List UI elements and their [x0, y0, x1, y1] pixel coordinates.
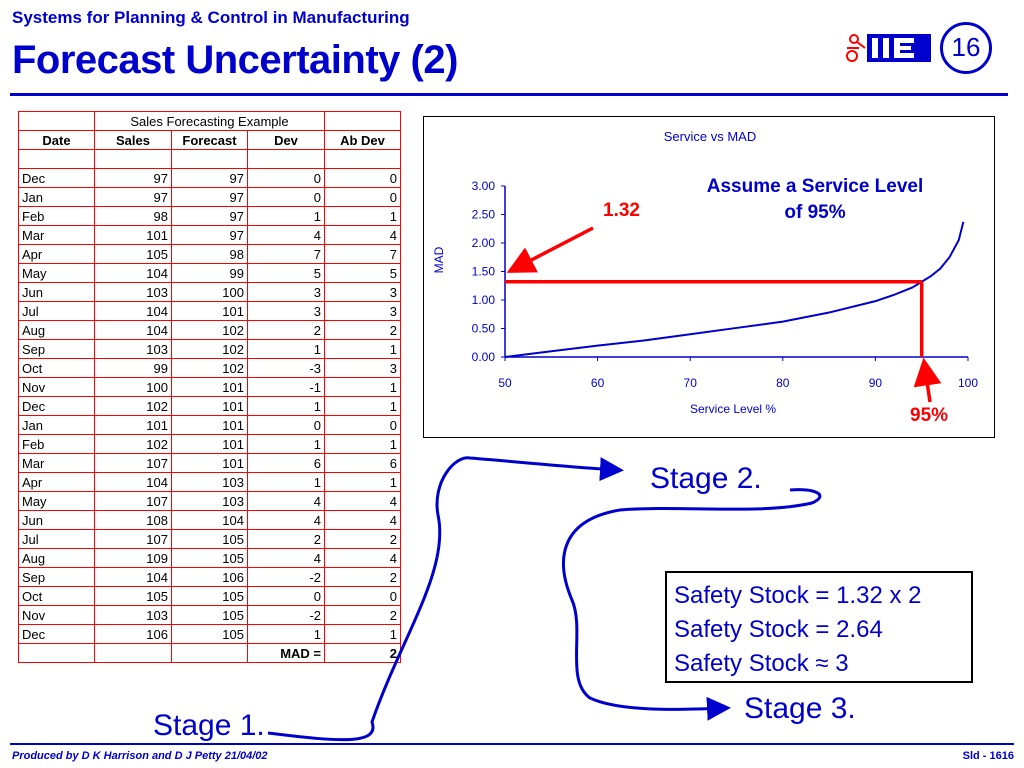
- value-cell: 103: [171, 491, 248, 511]
- footer-credit: Produced by D K Harrison and D J Petty 2…: [12, 750, 268, 762]
- x-tick-label: 100: [958, 376, 978, 390]
- date-cell: Feb: [18, 206, 95, 226]
- header-divider: [10, 93, 1008, 96]
- value-cell: 99: [171, 263, 248, 283]
- safety-stock-box: Safety Stock = 1.32 x 2 Safety Stock = 2…: [665, 571, 973, 683]
- sales-forecasting-table: Sales Forecasting Example Date Sales For…: [18, 111, 401, 663]
- x-tick-label: 80: [776, 376, 790, 390]
- deck-subtitle: Systems for Planning & Control in Manufa…: [12, 8, 410, 27]
- footer-slide-ref: Sld - 1616: [962, 750, 1014, 762]
- y-tick-label: 3.00: [472, 179, 496, 193]
- service-level-annotation: 95%: [910, 405, 949, 426]
- date-cell: Dec: [18, 396, 95, 416]
- safety-stock-line: Safety Stock = 2.64: [674, 616, 883, 643]
- value-cell: 104: [171, 510, 248, 530]
- value-cell: 105: [94, 586, 172, 606]
- iie-logo: [846, 34, 931, 62]
- chart-x-axis-label: Service Level %: [690, 402, 777, 416]
- page-title: Forecast Uncertainty (2): [12, 38, 458, 82]
- y-tick-label: 1.00: [472, 293, 496, 307]
- value-cell: 101: [94, 225, 172, 245]
- service-vs-mad-chart: Service vs MAD: [423, 116, 995, 438]
- date-cell: Oct: [18, 586, 95, 606]
- table-row: Apr 105 98 7 7: [18, 244, 401, 264]
- y-tick-label: 1.50: [472, 265, 496, 279]
- date-cell: Jun: [18, 282, 95, 302]
- value-cell: 102: [171, 339, 248, 359]
- table-row: Mar 101 97 4 4: [18, 225, 401, 245]
- safety-stock-line: Safety Stock ≈ 3: [674, 650, 849, 677]
- safety-stock-line: Safety Stock = 1.32 x 2: [674, 582, 922, 609]
- value-cell: 101: [171, 396, 248, 416]
- table-row: Dec 97 97 0 0: [18, 168, 401, 188]
- chart-title: Service vs MAD: [663, 129, 757, 144]
- y-tick-label: 0.00: [472, 350, 496, 364]
- table-row: May 104 99 5 5: [18, 263, 401, 283]
- assumption-note: Assume a Service Level of 95%: [706, 176, 924, 223]
- stage-3-label: Stage 3.: [744, 692, 856, 725]
- date-cell: May: [18, 491, 95, 511]
- value-cell: 104: [94, 320, 172, 340]
- service-pointer-arrow: [913, 357, 942, 403]
- column-header: Forecast: [171, 130, 248, 150]
- table-spacer-row: [18, 149, 401, 169]
- slide-number-badge: 16: [940, 22, 992, 74]
- table-row: Oct 99 102 -3 3: [18, 358, 401, 378]
- x-tick-label: 60: [591, 376, 605, 390]
- table-row: Dec 102 101 1 1: [18, 396, 401, 416]
- y-tick-label: 2.50: [472, 208, 496, 222]
- value-cell: 102: [171, 358, 248, 378]
- y-tick-label: 0.50: [472, 322, 496, 336]
- mad-value-annotation: 1.32: [603, 200, 640, 221]
- column-header: Sales: [94, 130, 172, 150]
- date-cell: Sep: [18, 567, 95, 587]
- stage-2-label: Stage 2.: [650, 462, 762, 495]
- value-cell: 106: [94, 624, 172, 644]
- mad-pointer-arrow: [506, 226, 594, 273]
- value-cell: 104: [94, 263, 172, 283]
- value-cell: 101: [171, 453, 248, 473]
- date-cell: Aug: [18, 548, 95, 568]
- x-tick-label: 50: [498, 376, 512, 390]
- footer-divider: [10, 743, 1014, 745]
- value-cell: 101: [171, 301, 248, 321]
- table-row: Feb 102 101 1 1: [18, 434, 401, 454]
- date-cell: Feb: [18, 434, 95, 454]
- table-row: Jan 97 97 0 0: [18, 187, 401, 207]
- x-tick-label: 90: [869, 376, 883, 390]
- value-cell: 100: [94, 377, 172, 397]
- mad-curve: [504, 221, 965, 358]
- y-tick-label: 2.00: [472, 236, 496, 250]
- date-cell: Jan: [18, 187, 95, 207]
- chart-y-axis-label: MAD: [432, 246, 446, 274]
- x-tick-label: 70: [684, 376, 698, 390]
- value-cell: 101: [94, 415, 172, 435]
- value-cell: 102: [94, 396, 172, 416]
- table-row: Aug 104 102 2 2: [18, 320, 401, 340]
- stage-1-label: Stage 1.: [153, 709, 265, 742]
- table-row: Sep 103 102 1 1: [18, 339, 401, 359]
